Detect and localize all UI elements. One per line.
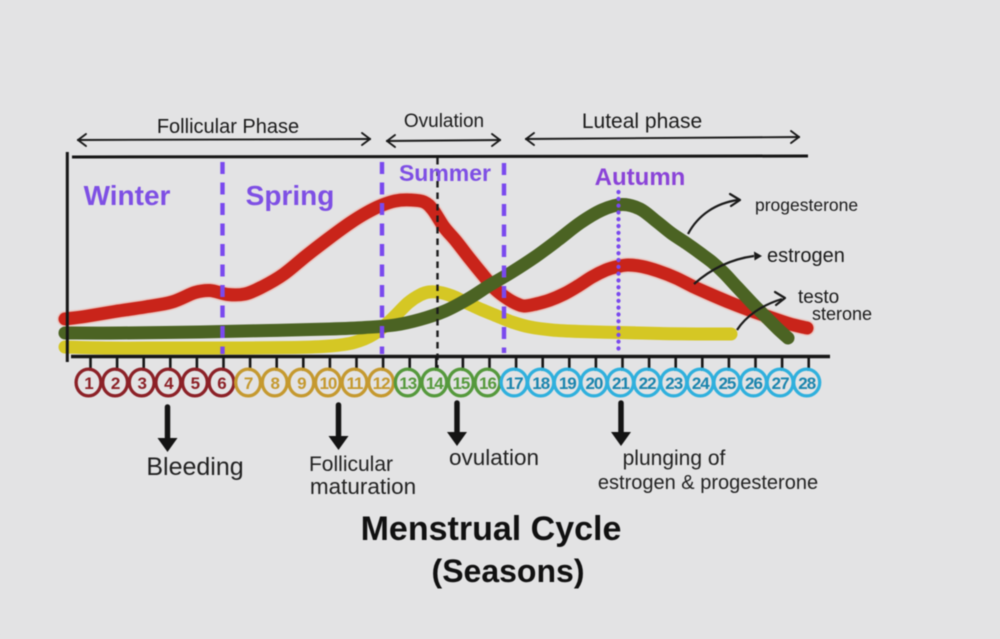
svg-text:6: 6 — [217, 374, 226, 393]
svg-text:progesterone: progesterone — [755, 195, 858, 215]
svg-text:Winter: Winter — [84, 180, 171, 211]
svg-text:18: 18 — [532, 374, 549, 393]
svg-text:11: 11 — [347, 374, 364, 393]
svg-text:28: 28 — [798, 374, 815, 393]
svg-text:13: 13 — [399, 374, 416, 393]
svg-text:Ovulation: Ovulation — [404, 111, 484, 132]
svg-text:Summer: Summer — [399, 160, 491, 186]
svg-text:estrogen & progesterone: estrogen & progesterone — [598, 472, 818, 494]
svg-text:4: 4 — [164, 374, 174, 393]
svg-text:3: 3 — [137, 374, 146, 393]
svg-text:19: 19 — [559, 374, 576, 393]
svg-text:10: 10 — [319, 374, 336, 393]
svg-text:estrogen: estrogen — [767, 245, 845, 267]
svg-text:ovulation: ovulation — [449, 445, 539, 470]
svg-text:9: 9 — [297, 374, 306, 393]
svg-text:8: 8 — [270, 374, 279, 393]
svg-text:Follicular Phase: Follicular Phase — [157, 116, 299, 138]
svg-text:5: 5 — [191, 374, 200, 393]
svg-text:21: 21 — [612, 374, 629, 393]
svg-text:Autumn: Autumn — [595, 164, 686, 191]
svg-text:testo: testo — [798, 287, 839, 308]
svg-text:23: 23 — [665, 374, 682, 393]
svg-text:(Seasons): (Seasons) — [432, 553, 585, 589]
svg-text:Bleeding: Bleeding — [146, 453, 243, 481]
svg-text:7: 7 — [244, 374, 253, 393]
svg-text:26: 26 — [745, 374, 762, 393]
svg-text:20: 20 — [585, 374, 602, 393]
svg-text:Follicular: Follicular — [309, 453, 393, 476]
svg-text:12: 12 — [373, 374, 390, 393]
svg-text:16: 16 — [479, 374, 496, 393]
svg-text:15: 15 — [452, 374, 469, 393]
svg-text:22: 22 — [639, 374, 656, 393]
svg-text:Spring: Spring — [246, 180, 335, 211]
svg-text:25: 25 — [718, 374, 735, 393]
svg-text:maturation: maturation — [310, 474, 416, 499]
svg-text:17: 17 — [506, 374, 523, 393]
svg-text:Menstrual Cycle: Menstrual Cycle — [361, 510, 622, 548]
svg-text:14: 14 — [426, 374, 444, 393]
svg-text:Luteal phase: Luteal phase — [582, 110, 702, 133]
svg-text:27: 27 — [772, 374, 789, 393]
svg-text:1: 1 — [84, 374, 93, 393]
svg-text:plunging of: plunging of — [623, 447, 726, 470]
svg-text:2: 2 — [111, 374, 120, 393]
svg-text:24: 24 — [692, 374, 710, 393]
svg-text:sterone: sterone — [812, 304, 872, 324]
